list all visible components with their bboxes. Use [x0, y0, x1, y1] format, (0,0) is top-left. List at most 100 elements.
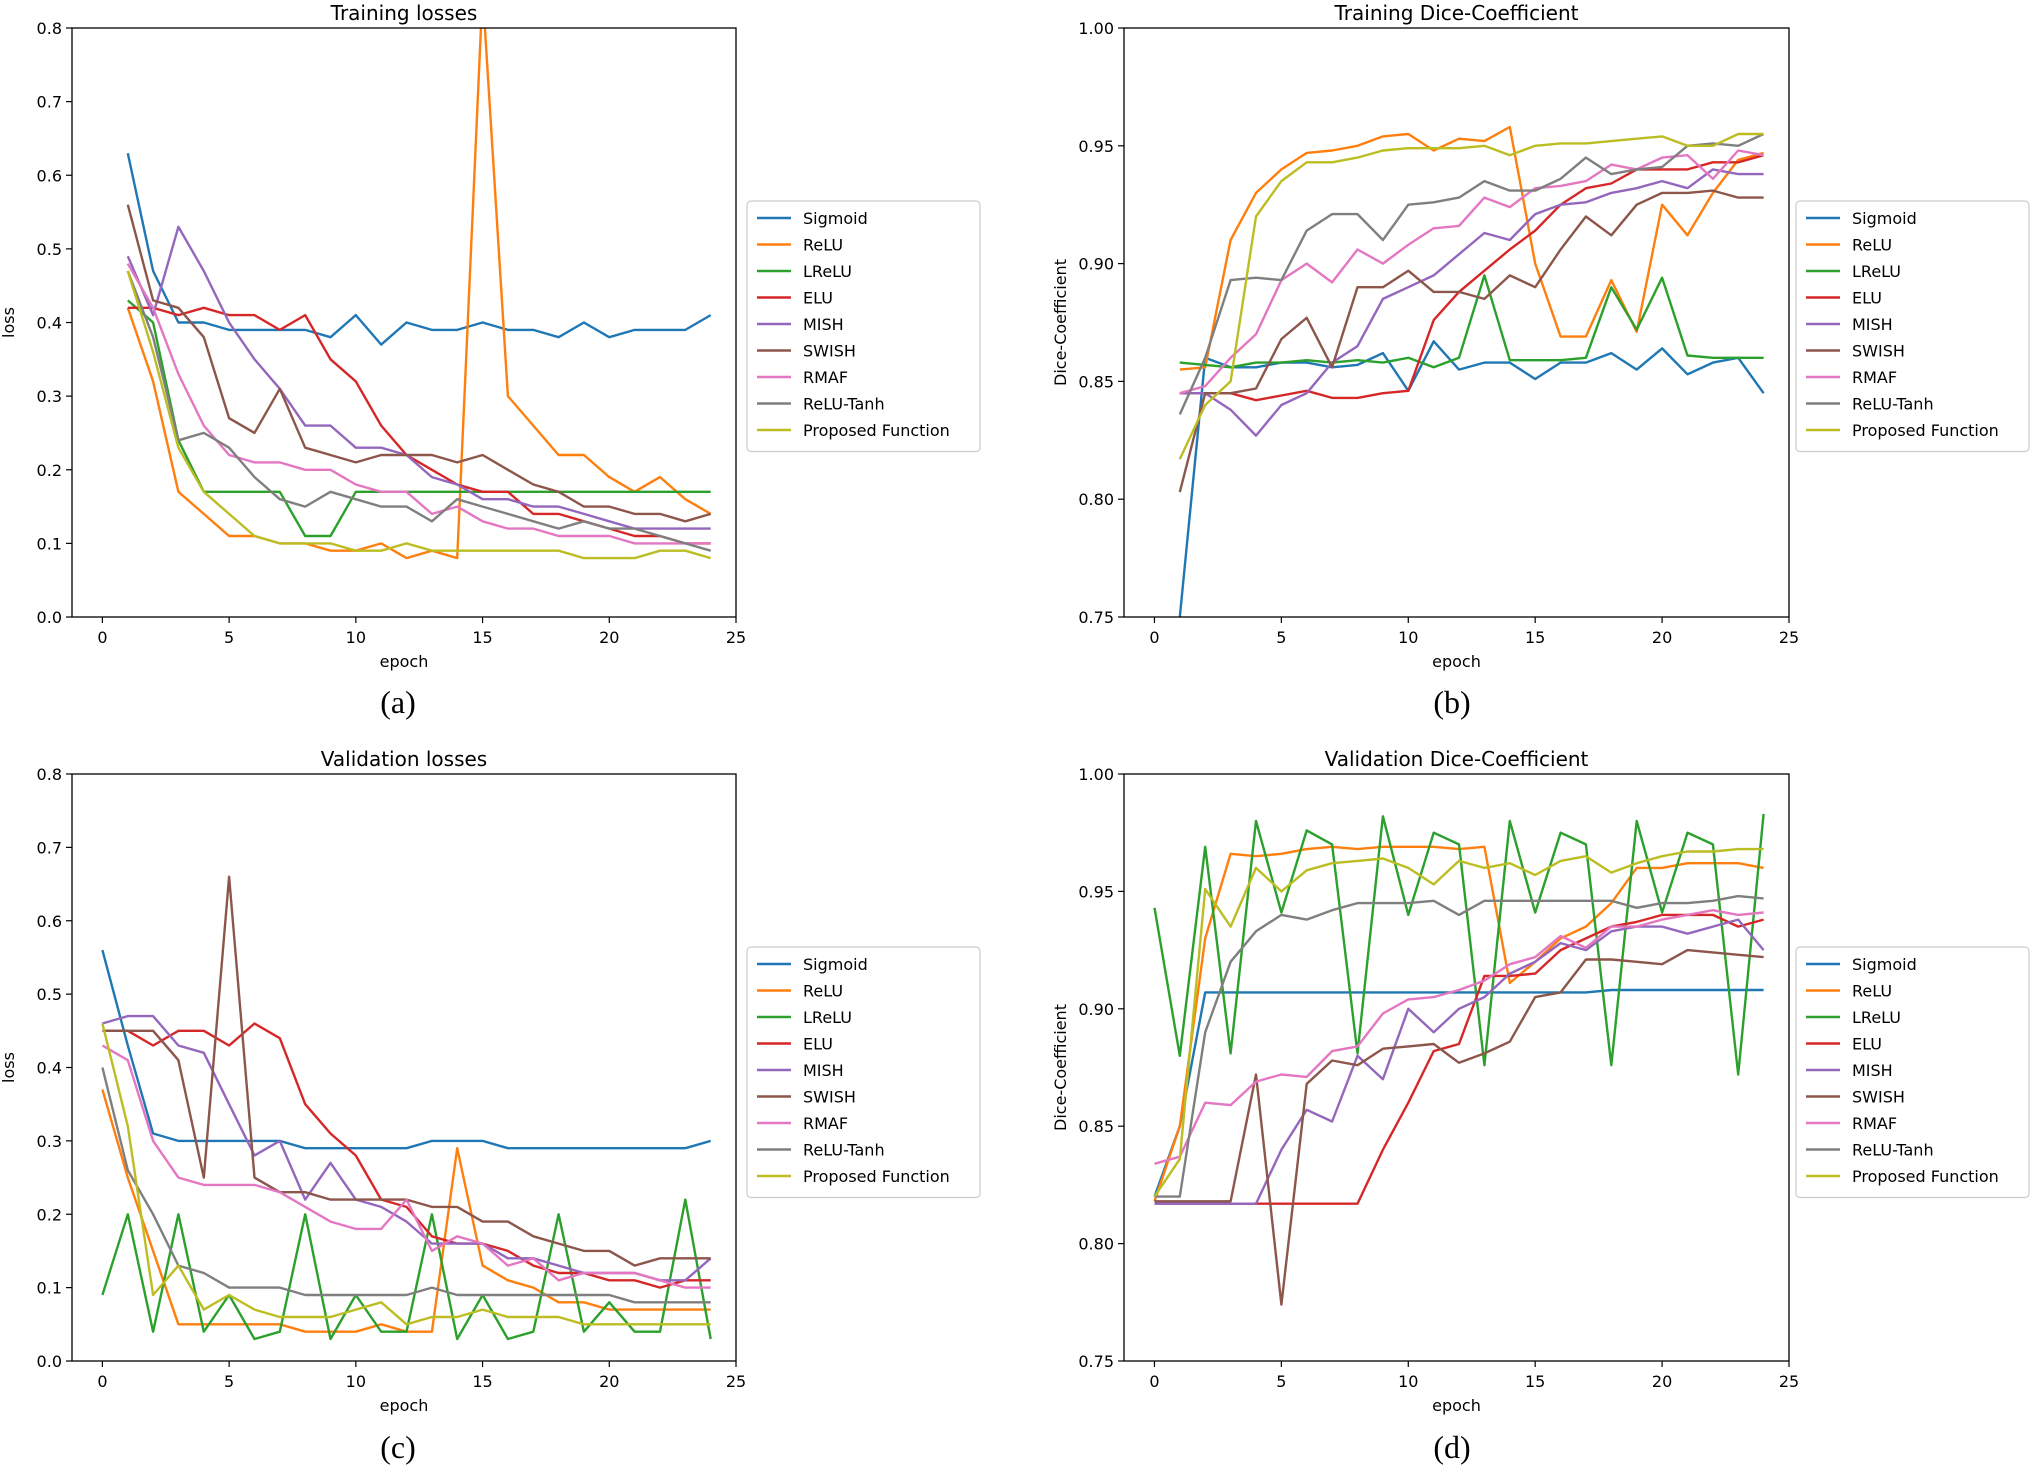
x-tick-label: 10 — [346, 628, 366, 647]
x-tick-label: 25 — [1779, 628, 1799, 647]
legend-label: SWISH — [1852, 1088, 1905, 1107]
y-axis-label: Dice-Coefficient — [1051, 259, 1070, 386]
series-line-lrelu — [101, 1198, 712, 1341]
y-tick-label: 0.90 — [1078, 255, 1114, 274]
y-tick-label: 0.6 — [37, 166, 62, 185]
legend-box — [1795, 200, 2030, 453]
chart-title: Validation Dice-Coefficient — [1325, 747, 1589, 771]
x-tick-label: 15 — [472, 628, 492, 647]
x-tick-label: 25 — [726, 628, 746, 647]
x-tick-label: 0 — [97, 628, 107, 647]
legend-label: LReLU — [803, 1008, 852, 1027]
y-tick-label: 1.00 — [1078, 765, 1114, 784]
series-line-sigmoid — [126, 152, 712, 346]
series-line-mish — [126, 225, 711, 530]
plot-frame — [71, 773, 737, 1362]
y-tick-label: 0.95 — [1078, 137, 1114, 156]
legend: Sigmoid ReLU LReLU ELU MISH SWISH RMAF ReLU-Tan… — [1795, 946, 2030, 1199]
y-tick-label: 0.0 — [37, 1352, 62, 1371]
x-tick-label: 20 — [599, 628, 619, 647]
y-tick-label: 0.2 — [37, 461, 62, 480]
series-line-elu — [127, 306, 711, 545]
panel-caption: (b) — [1433, 684, 1470, 720]
y-tick-label: 0.90 — [1078, 1000, 1114, 1019]
legend-label: MISH — [1852, 1061, 1893, 1080]
x-tick-label: 25 — [726, 1372, 746, 1391]
legend-label: Proposed Function — [1852, 1167, 1999, 1186]
series-line-relu — [1179, 125, 1764, 371]
y-tick-label: 0.2 — [37, 1205, 62, 1224]
legend-label: MISH — [803, 315, 844, 334]
legend-label: RMAF — [1852, 1114, 1897, 1133]
series-lines — [101, 875, 712, 1341]
series-line-relu-tanh — [101, 1067, 711, 1304]
legend-label: ReLU — [803, 236, 843, 255]
chart-panel-c: Validation losses 0 5 10 15 20 25 0.0 0.1 0.2 0.3 0… — [0, 747, 981, 1465]
legend-label: Proposed Function — [1852, 421, 1999, 440]
legend-label: ReLU — [1852, 982, 1892, 1001]
y-axis-label: loss — [0, 1052, 18, 1083]
series-line-relu-tanh — [1154, 894, 1764, 1198]
y-tick-label: 0.85 — [1078, 372, 1114, 391]
y-tick-label: 0.1 — [37, 534, 62, 553]
x-tick-label: 5 — [1276, 628, 1286, 647]
series-line-lrelu — [127, 299, 711, 538]
y-tick-label: 0.1 — [37, 1279, 62, 1298]
series-line-sigmoid — [1153, 988, 1764, 1198]
series-line-relu — [126, 28, 712, 560]
panel-caption: (c) — [380, 1429, 416, 1465]
y-tick-label: 0.3 — [37, 387, 62, 406]
series-line-swish — [1154, 948, 1764, 1306]
series-line-mish — [1179, 168, 1764, 437]
legend-label: ReLU-Tanh — [1852, 395, 1934, 414]
plot-frame — [71, 27, 737, 618]
series-line-sigmoid — [101, 949, 712, 1150]
chart-title: Training losses — [330, 1, 478, 25]
y-tick-label: 0.8 — [37, 19, 62, 38]
legend-label: SWISH — [803, 1088, 856, 1107]
legend: Sigmoid ReLU LReLU ELU MISH SWISH RMAF ReLU-Tan… — [746, 946, 981, 1199]
legend-label: ReLU-Tanh — [1852, 1141, 1934, 1160]
y-tick-label: 0.4 — [37, 314, 62, 333]
x-tick-label: 20 — [1652, 1372, 1672, 1391]
series-line-proposed-function — [126, 270, 712, 560]
legend-label: ELU — [803, 289, 833, 308]
legend-label: Proposed Function — [803, 421, 950, 440]
y-tick-label: 0.95 — [1078, 882, 1114, 901]
legend-label: LReLU — [1852, 1008, 1901, 1027]
series-line-swish — [126, 204, 712, 523]
legend-label: SWISH — [1852, 342, 1905, 361]
y-tick-label: 0.8 — [37, 765, 62, 784]
y-tick-label: 0.4 — [37, 1059, 62, 1078]
legend-label: LReLU — [803, 262, 852, 281]
y-tick-label: 0.0 — [37, 608, 62, 627]
chart-title: Training Dice-Coefficient — [1334, 1, 1579, 25]
legend-label: ELU — [803, 1035, 833, 1054]
y-tick-label: 0.85 — [1078, 1117, 1114, 1136]
series-line-relu-tanh — [1178, 132, 1765, 415]
legend: Sigmoid ReLU LReLU ELU MISH SWISH RMAF ReLU-Tan… — [746, 200, 981, 453]
series-line-rmaf — [1154, 909, 1764, 1165]
x-tick-label: 15 — [1525, 628, 1545, 647]
legend-label: LReLU — [1852, 262, 1901, 281]
legend-label: ReLU — [803, 982, 843, 1001]
x-tick-label: 15 — [1525, 1372, 1545, 1391]
x-tick-label: 10 — [1398, 628, 1418, 647]
y-axis-label: loss — [0, 307, 18, 338]
x-axis-label: epoch — [380, 652, 429, 671]
x-tick-label: 5 — [224, 628, 234, 647]
chart-panel-a: Training losses 0 5 10 15 20 25 0.0 0.1 0.2 0.3 0.4… — [0, 1, 981, 720]
series-line-lrelu — [1179, 274, 1764, 369]
x-tick-label: 25 — [1779, 1372, 1799, 1391]
y-tick-label: 1.00 — [1078, 19, 1114, 38]
series-lines — [126, 28, 712, 560]
legend-box — [1795, 946, 2030, 1199]
series-line-relu — [1153, 845, 1764, 1202]
y-tick-label: 0.80 — [1078, 1235, 1114, 1254]
y-tick-label: 0.5 — [37, 985, 62, 1004]
legend: Sigmoid ReLU LReLU ELU MISH SWISH RMAF ReLU-Tan… — [1795, 200, 2030, 453]
legend-label: Sigmoid — [803, 955, 868, 974]
legend-label: RMAF — [1852, 368, 1897, 387]
x-tick-label: 5 — [224, 1372, 234, 1391]
